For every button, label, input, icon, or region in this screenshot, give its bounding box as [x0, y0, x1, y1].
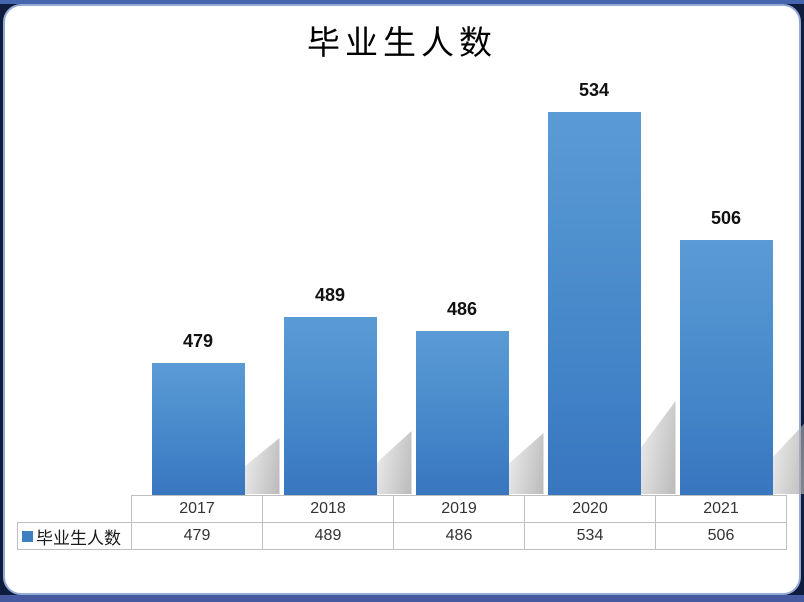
table-value-2017: 479 [131, 522, 263, 550]
bar-perspective-shadow [767, 420, 804, 494]
data-label-2021: 506 [710, 208, 742, 228]
bar-2017[interactable] [151, 363, 245, 495]
bar-perspective-shadow [503, 433, 544, 494]
table-value-2021: 506 [655, 522, 787, 550]
bar-2021[interactable] [679, 240, 773, 495]
table-corner-spacer [17, 495, 132, 523]
chart-canvas: 毕业生人数 479 489 486 534 506 2017 2018 2019 202… [3, 4, 804, 595]
data-label-2018: 489 [314, 285, 346, 305]
table-value-2020: 534 [524, 522, 656, 550]
bar-2018[interactable] [283, 317, 377, 495]
data-label-2017: 479 [182, 331, 214, 351]
table-header-row: 2017 2018 2019 2020 2021 [17, 495, 792, 523]
table-header-2019: 2019 [393, 495, 525, 523]
data-table: 2017 2018 2019 2020 2021 毕业生人数 479 489 4… [17, 495, 792, 550]
bar-2020[interactable] [547, 112, 641, 495]
bar-perspective-shadow [239, 438, 280, 494]
table-header-2020: 2020 [524, 495, 656, 523]
legend-cell: 毕业生人数 [17, 522, 132, 550]
bar-perspective-shadow [635, 401, 676, 494]
table-value-row: 毕业生人数 479 489 486 534 506 [17, 522, 792, 550]
frame-top-accent [0, 0, 804, 4]
bar-perspective-shadow [371, 431, 412, 494]
frame-bottom-accent [0, 595, 804, 602]
table-value-2019: 486 [393, 522, 525, 550]
legend-marker-icon [22, 530, 33, 542]
legend-label: 毕业生人数 [36, 528, 121, 549]
data-label-2020: 534 [578, 80, 610, 100]
plot-area: 479 489 486 534 506 [132, 62, 804, 495]
table-header-2017: 2017 [131, 495, 263, 523]
table-value-2018: 489 [262, 522, 394, 550]
data-label-2019: 486 [446, 299, 478, 319]
table-header-2018: 2018 [262, 495, 394, 523]
chart-title: 毕业生人数 [307, 23, 497, 62]
table-header-2021: 2021 [655, 495, 787, 523]
bar-2019[interactable] [415, 331, 509, 495]
